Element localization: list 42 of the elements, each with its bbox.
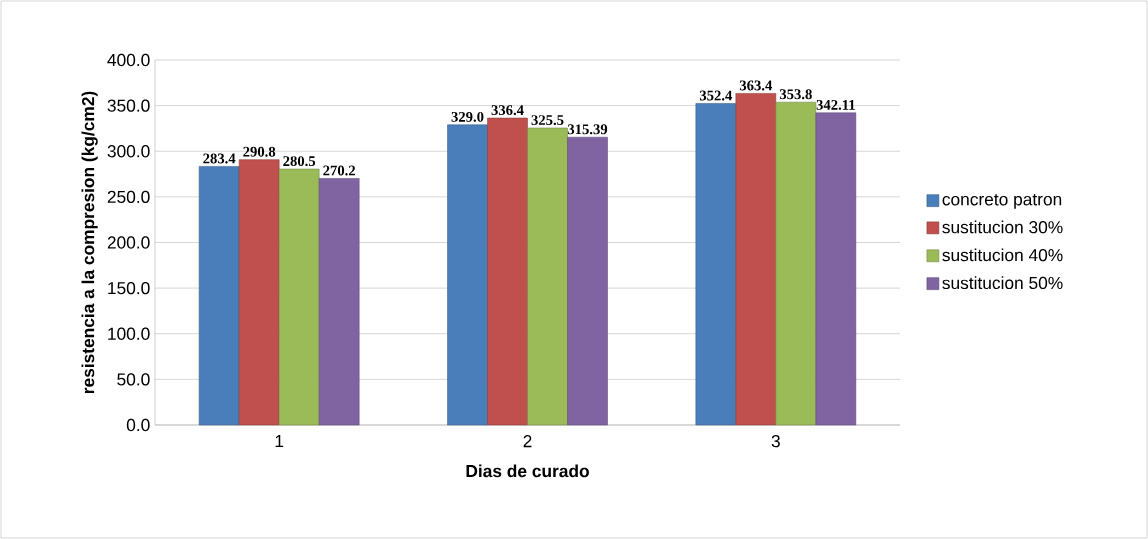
legend-label: sustitucion 40% [942,248,1063,262]
bar [487,117,528,426]
legend-label: sustitucion 30% [942,220,1063,234]
data-label: 352.4 [699,90,733,101]
x-axis-title: Dias de curado [466,464,589,478]
data-label: 325.5 [531,115,564,126]
data-label: 270.2 [323,165,356,176]
bar [695,103,737,426]
bar [815,112,857,426]
bar [447,124,488,426]
y-tick-label: 100.0 [108,327,150,340]
bar [527,127,568,426]
x-tick-label: 3 [771,435,780,448]
y-tick-label: 250.0 [107,190,150,204]
y-tick-label: 300.0 [107,145,150,158]
y-axis-title: resistencia a la compresion (kg/cm2) [81,91,98,394]
y-tick-label: 350.0 [107,99,150,112]
legend-label: sustitucion 50% [942,276,1063,290]
y-tick-label: 0.0 [126,418,150,432]
bar [735,93,777,426]
bar [198,166,240,426]
bar [238,159,280,426]
bar [567,136,608,426]
y-tick-label: 150.0 [108,281,150,295]
bar [318,178,360,426]
y-tick-label: 200.0 [107,236,150,249]
y-tick-label: 400.0 [107,53,150,67]
data-label: 363.4 [739,80,773,91]
x-tick-label: 1 [275,435,284,447]
y-tick-label: 50.0 [117,373,150,386]
legend-label: concreto patron [942,194,1062,209]
data-label: 329.0 [451,111,484,122]
data-label: 315.39 [567,124,608,135]
data-label: 283.4 [203,153,236,164]
bar [278,168,320,426]
data-label: 336.4 [491,105,524,116]
x-tick-label: 2 [523,435,532,448]
data-label: 342.11 [816,99,855,110]
data-label: 290.8 [243,146,276,157]
data-label: 280.5 [283,156,316,167]
bar [775,101,817,426]
data-label: 353.8 [779,89,812,100]
